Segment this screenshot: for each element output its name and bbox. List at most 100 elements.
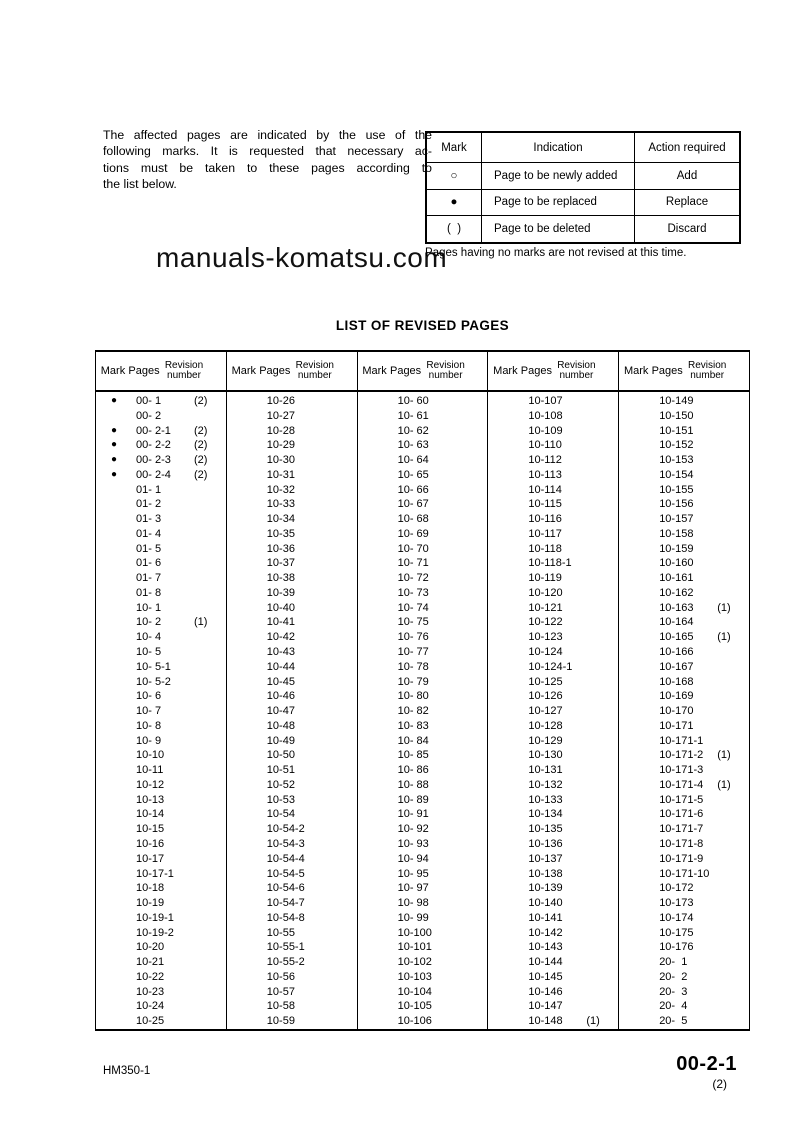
action-text: Discard [634,215,741,243]
revision-number-cell [448,763,488,778]
mark-cell [358,394,390,409]
mark-cell [619,630,651,645]
revision-number-cell [578,571,618,586]
revision-number-cell [578,675,618,690]
revision-number-cell: (1) [717,631,731,644]
revision-number-cell [186,527,226,542]
page-number-cell: 10-140 [528,897,563,910]
page-number-cell: 10-171-3 [659,764,704,777]
page-number-cell: 10-51 [266,764,295,777]
revision-number-cell [578,748,618,763]
column-body: ● 00- 1 (2) 00- 2 ● 00- 2-1 (2) ● 00- 2-2 (2) ● 00-… [96,392,226,1029]
mark-cell [488,586,520,601]
page-number-cell: 10-13 [136,793,165,806]
revised-page-row: ● 00- 1 (2) [96,394,226,409]
page-number-cell: 10-22 [136,970,165,983]
revision-number-cell [448,926,488,941]
revision-number-cell [578,793,618,808]
revised-page-row: 10-116 [488,512,618,527]
mark-cell [358,675,390,690]
revision-number-cell [448,675,488,690]
revised-page-row: 10- 77 [358,645,488,660]
page-number-cell: 10-139 [528,882,563,895]
mark-cell [96,837,128,852]
page-number-cell: 10-142 [528,926,563,939]
revised-page-row: 10- 7 [96,704,226,719]
revision-number-cell [709,660,749,675]
revision-number-cell [317,483,357,498]
revised-page-row: 10-123 [488,630,618,645]
revised-page-row: 10-51 [227,763,357,778]
page-number-cell: 10-58 [266,1000,295,1013]
mark-cell [227,512,259,527]
page-number-cell: 10-54-4 [266,852,305,865]
mark-cell [619,719,651,734]
revised-page-row: 10-54-8 [227,911,357,926]
mark-cell [227,394,259,409]
mark-cell [227,999,259,1014]
mark-column-label: Mark [623,365,649,377]
revised-page-row: 10- 97 [358,881,488,896]
revised-page-row: 10-140 [488,896,618,911]
revised-page-row: 10-59 [227,1014,357,1029]
revision-number-column-label: Revision number [557,359,596,381]
page-number-cell: 10- 83 [397,719,429,732]
revision-number-cell [448,571,488,586]
revised-page-row: 10-171-4 (1) [619,778,749,793]
revision-number-cell [709,497,749,512]
mark-cell [619,468,651,483]
page-number-cell: 10- 66 [397,483,429,496]
page-number-cell: 10-161 [659,572,694,585]
marks-legend-row-discard: ( ) Page to be deleted Discard [425,215,741,243]
revision-number-cell [317,438,357,453]
revision-number-cell [317,689,357,704]
page-number-cell: 10-162 [659,586,694,599]
page-number-cell: 01- 7 [136,572,162,585]
page-number-cell: 10-28 [266,424,295,437]
page-number-cell: 10- 98 [397,897,429,910]
mark-cell [488,926,520,941]
revised-page-row: 10-176 [619,940,749,955]
revision-number-cell [709,571,749,586]
page-number-cell: 10-41 [266,616,295,629]
revision-number-cell [317,409,357,424]
mark-cell [358,1014,390,1029]
revision-number-cell [709,793,749,808]
page-number-cell: 10-104 [397,985,432,998]
page-number-cell: 10-106 [397,1015,432,1028]
mark-cell [488,867,520,882]
revision-number-cell [186,704,226,719]
revision-number-cell: (2) [194,424,208,437]
revised-page-row: 10-14 [96,807,226,822]
page-number-cell: 10-101 [397,941,432,954]
page-number-cell: 10-176 [659,941,694,954]
revision-number-cell: (1) [717,778,731,791]
mark-cell [358,807,390,822]
page-number-cell: 10-118 [528,542,562,555]
revision-number-cell [317,497,357,512]
revised-pages-column-1: Mark Pages Revision number ● 00- 1 (2) 00- 2 ● 00… [96,352,227,1029]
revision-number-cell [578,630,618,645]
revision-number-cell [317,881,357,896]
revised-page-row: 10-118-1 [488,556,618,571]
page-number-cell: 10-171-9 [659,852,704,865]
revised-page-row: 10-109 [488,424,618,439]
revised-page-row: 10-57 [227,985,357,1000]
mark-cell [488,970,520,985]
page-number-cell: 10-145 [528,970,563,983]
page-number-cell: 10-17-1 [136,867,174,880]
mark-cell [96,985,128,1000]
revision-number-cell [448,586,488,601]
page-number-cell: 10- 77 [397,646,429,659]
page-number-cell: 10- 69 [397,527,429,540]
page-number-cell: 10-36 [266,542,295,555]
mark-cell [619,438,651,453]
revised-page-row: ● 00- 2-3 (2) [96,453,226,468]
page-number-cell: 10-171-10 [659,867,710,880]
revision-number-cell [186,955,226,970]
page-number-cell: 10-171-5 [659,793,704,806]
revised-page-row: 10- 75 [358,615,488,630]
page-number-cell: 01- 3 [136,513,162,526]
mark-cell [358,689,390,704]
revised-page-row: 20- 3 [619,985,749,1000]
